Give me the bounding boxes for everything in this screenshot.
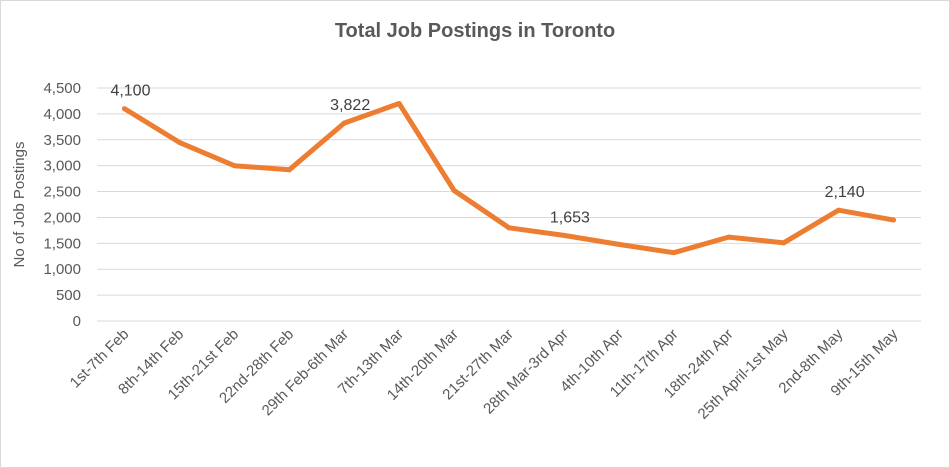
chart-title: Total Job Postings in Toronto bbox=[334, 20, 616, 42]
data-label: 3,822 bbox=[330, 97, 370, 114]
data-point bbox=[286, 167, 292, 173]
y-tick-label: 1,000 bbox=[43, 261, 81, 278]
data-point bbox=[726, 234, 732, 240]
y-tick-label: 2,000 bbox=[43, 209, 81, 226]
y-tick-label: 1,500 bbox=[43, 235, 81, 252]
data-point bbox=[231, 163, 237, 169]
data-label: 1,653 bbox=[550, 209, 590, 226]
y-tick-label: 2,500 bbox=[43, 184, 81, 201]
data-point bbox=[121, 106, 127, 112]
data-label: 4,100 bbox=[110, 83, 150, 100]
y-tick-label: 3,000 bbox=[43, 158, 81, 175]
y-tick-label: 500 bbox=[56, 287, 81, 304]
y-tick-label: 4,000 bbox=[43, 106, 81, 123]
data-point bbox=[891, 217, 897, 223]
data-point bbox=[451, 188, 457, 194]
data-point bbox=[616, 241, 622, 247]
series-line bbox=[122, 101, 896, 256]
data-point bbox=[781, 240, 787, 246]
data-point bbox=[176, 139, 182, 145]
data-label: 2,140 bbox=[825, 184, 865, 201]
y-axis-title: No of Job Postings bbox=[11, 142, 28, 268]
data-point bbox=[836, 207, 842, 213]
y-tick-label: 4,500 bbox=[43, 80, 81, 97]
data-point bbox=[396, 101, 402, 107]
data-point bbox=[671, 250, 677, 256]
data-point bbox=[561, 232, 567, 238]
data-point bbox=[506, 225, 512, 231]
y-tick-label: 0 bbox=[73, 313, 81, 330]
y-tick-label: 3,500 bbox=[43, 132, 81, 149]
data-point bbox=[341, 120, 347, 126]
